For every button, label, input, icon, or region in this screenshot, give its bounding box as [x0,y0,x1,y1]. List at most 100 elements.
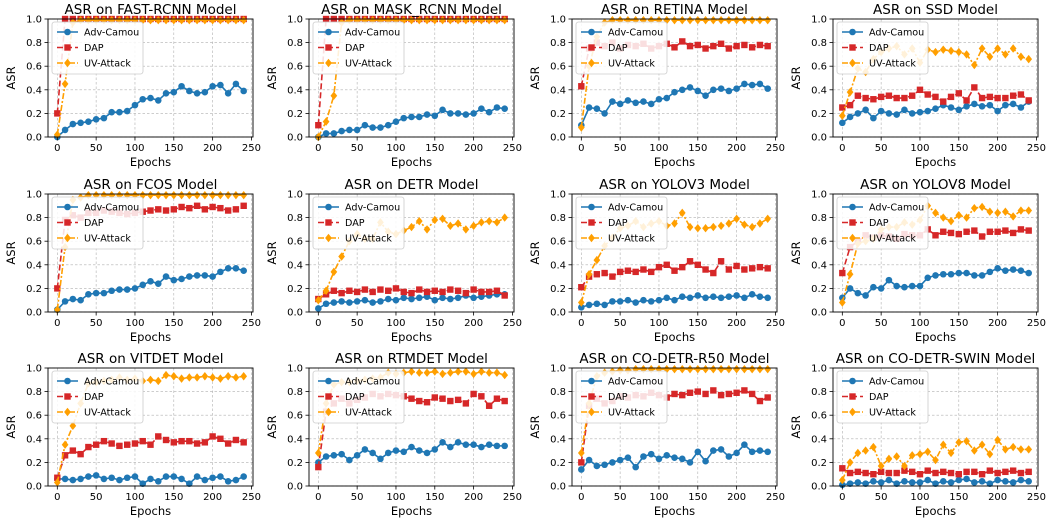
data-point-dap [1009,467,1017,474]
data-point-uv-attack [748,222,756,232]
data-point-adv-camou [593,300,601,308]
data-point-uv-attack [162,370,170,380]
legend-marker-dap [588,44,595,51]
data-point-dap [686,42,694,50]
data-point-adv-camou [392,118,400,125]
data-point-uv-attack [485,368,493,377]
data-point-dap [679,263,686,271]
y-tick-label: 0.2 [550,109,566,120]
data-point-adv-camou [971,272,978,279]
data-point-adv-camou [139,95,147,103]
legend: Adv-Camou DAP UV-Attack [836,196,929,250]
legend-marker-uv-attack [325,407,332,417]
y-tick-label: 1.0 [26,190,42,201]
data-point-dap [862,94,869,102]
data-point-adv-camou [916,479,924,486]
data-point-dap [741,387,748,394]
data-point-dap [725,390,733,398]
data-point-uv-attack [838,475,846,485]
chart-panel: 0 50 100 150 200 250 0.0 0.2 0.4 0.6 0.8 1.0 ASR on … [265,177,522,344]
data-point-adv-camou [741,80,748,88]
data-point-dap [893,94,900,102]
data-point-adv-camou [108,108,115,116]
data-point-dap [462,400,470,407]
legend-label: UV-Attack [345,58,392,69]
panel-title: ASR on SSD Model [873,2,998,18]
data-point-adv-camou [725,293,733,300]
y-tick-label: 1.0 [26,364,42,375]
legend-label: Adv-Camou [608,202,663,213]
data-point-uv-attack [1002,50,1009,59]
data-point-dap [1002,227,1009,234]
data-point-adv-camou [908,282,916,290]
data-point-adv-camou [108,474,115,482]
data-point-adv-camou [322,453,330,460]
y-tick-label: 0.4 [811,85,827,96]
legend-label: UV-Attack [608,407,655,418]
data-point-adv-camou [756,447,764,454]
data-point-uv-attack [493,15,501,25]
legend-marker-dap [849,393,856,400]
legend-label: Adv-Camou [84,376,139,387]
data-point-adv-camou [578,303,585,311]
data-point-uv-attack [338,252,345,261]
data-point-adv-camou [1025,477,1032,485]
data-point-uv-attack [1009,44,1017,53]
data-point-dap [1017,91,1025,98]
legend-label: DAP [345,43,365,54]
y-tick-label: 0.6 [26,62,42,73]
x-tick-label: 150 [688,492,707,503]
data-point-adv-camou [346,299,353,306]
legend-label: UV-Attack [608,233,655,244]
data-point-uv-attack [240,15,248,25]
data-point-uv-attack [932,208,939,218]
y-tick-label: 0.0 [26,308,42,319]
data-point-adv-camou [217,473,224,480]
x-tick-label: 250 [1027,318,1046,329]
data-point-adv-camou [338,298,345,305]
data-point-adv-camou [77,119,84,127]
data-point-uv-attack [209,190,216,200]
data-point-adv-camou [108,287,115,295]
data-point-adv-camou [1002,101,1009,109]
data-point-dap [1017,469,1025,477]
x-tick-label: 250 [503,318,522,329]
x-tick-label: 200 [464,143,483,154]
data-point-dap [702,45,709,52]
data-point-adv-camou [224,477,232,485]
data-point-adv-camou [640,453,647,460]
y-tick-label: 0.6 [811,237,827,248]
axes-frame [571,193,778,313]
x-tick-label: 150 [164,318,183,329]
data-point-dap [940,468,947,476]
data-point-adv-camou [932,272,939,279]
data-point-uv-attack [217,374,224,383]
data-point-adv-camou [694,448,702,456]
y-axis-label: ASR [4,66,18,89]
data-point-adv-camou [470,441,477,449]
data-point-adv-camou [1009,100,1017,108]
data-point-adv-camou [454,294,462,302]
series-line-adv-camou [56,83,245,138]
data-point-dap [392,285,400,292]
data-point-dap [839,269,846,277]
data-point-adv-camou [741,441,748,449]
data-point-dap [193,440,201,447]
legend-marker-uv-attack [325,233,332,243]
data-point-adv-camou [478,443,485,451]
legend-label: DAP [608,392,628,403]
data-point-adv-camou [1025,269,1032,277]
data-point-dap [710,269,717,277]
legend: Adv-Camou DAP UV-Attack [51,21,144,75]
data-point-adv-camou [439,439,446,446]
legend-marker-adv-camou [64,28,71,36]
data-point-dap [193,202,201,209]
data-point-adv-camou [147,94,154,102]
y-tick-label: 0.2 [26,284,42,295]
data-point-dap [717,40,725,47]
data-point-uv-attack [978,44,986,53]
axes-frame [571,18,778,138]
data-point-dap [955,90,962,97]
data-point-dap [870,96,877,103]
data-point-dap [423,399,431,406]
